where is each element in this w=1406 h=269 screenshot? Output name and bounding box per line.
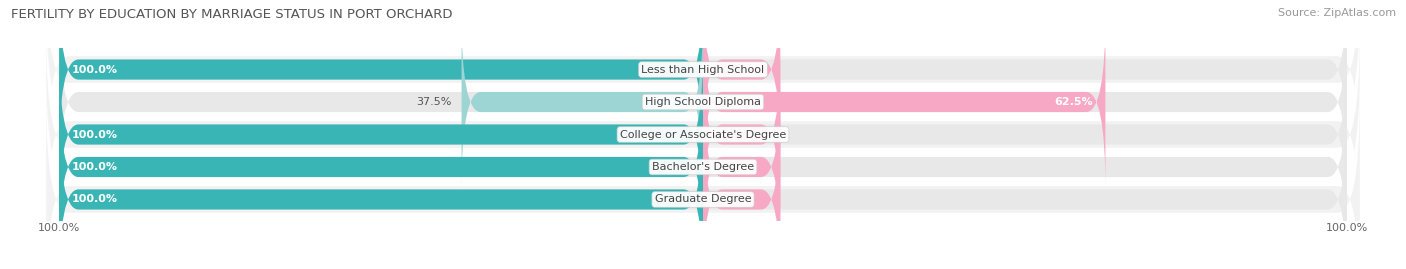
Text: FERTILITY BY EDUCATION BY MARRIAGE STATUS IN PORT ORCHARD: FERTILITY BY EDUCATION BY MARRIAGE STATU… <box>11 8 453 21</box>
Text: College or Associate's Degree: College or Associate's Degree <box>620 129 786 140</box>
Text: 100.0%: 100.0% <box>72 162 118 172</box>
FancyBboxPatch shape <box>59 47 1347 222</box>
Text: 62.5%: 62.5% <box>1054 97 1092 107</box>
Legend: Married, Unmarried: Married, Unmarried <box>627 268 779 269</box>
Text: 0.0%: 0.0% <box>713 162 741 172</box>
FancyBboxPatch shape <box>59 80 1347 254</box>
FancyBboxPatch shape <box>703 112 780 269</box>
FancyBboxPatch shape <box>59 0 703 157</box>
Text: High School Diploma: High School Diploma <box>645 97 761 107</box>
FancyBboxPatch shape <box>461 15 703 189</box>
FancyBboxPatch shape <box>46 99 1360 269</box>
FancyBboxPatch shape <box>46 2 1360 202</box>
Text: Less than High School: Less than High School <box>641 65 765 75</box>
Text: 100.0%: 100.0% <box>72 194 118 204</box>
Text: Bachelor's Degree: Bachelor's Degree <box>652 162 754 172</box>
Text: 0.0%: 0.0% <box>713 129 741 140</box>
Text: 0.0%: 0.0% <box>713 194 741 204</box>
Text: 37.5%: 37.5% <box>416 97 451 107</box>
Text: 0.0%: 0.0% <box>713 65 741 75</box>
FancyBboxPatch shape <box>59 112 703 269</box>
FancyBboxPatch shape <box>703 0 780 157</box>
FancyBboxPatch shape <box>59 112 1347 269</box>
FancyBboxPatch shape <box>46 34 1360 235</box>
FancyBboxPatch shape <box>703 80 780 254</box>
FancyBboxPatch shape <box>59 15 1347 189</box>
Text: 100.0%: 100.0% <box>72 65 118 75</box>
FancyBboxPatch shape <box>46 0 1360 170</box>
FancyBboxPatch shape <box>703 15 1105 189</box>
FancyBboxPatch shape <box>703 47 780 222</box>
Text: Source: ZipAtlas.com: Source: ZipAtlas.com <box>1278 8 1396 18</box>
FancyBboxPatch shape <box>46 67 1360 267</box>
FancyBboxPatch shape <box>59 0 1347 157</box>
FancyBboxPatch shape <box>59 47 703 222</box>
FancyBboxPatch shape <box>59 80 703 254</box>
Text: Graduate Degree: Graduate Degree <box>655 194 751 204</box>
Text: 100.0%: 100.0% <box>72 129 118 140</box>
